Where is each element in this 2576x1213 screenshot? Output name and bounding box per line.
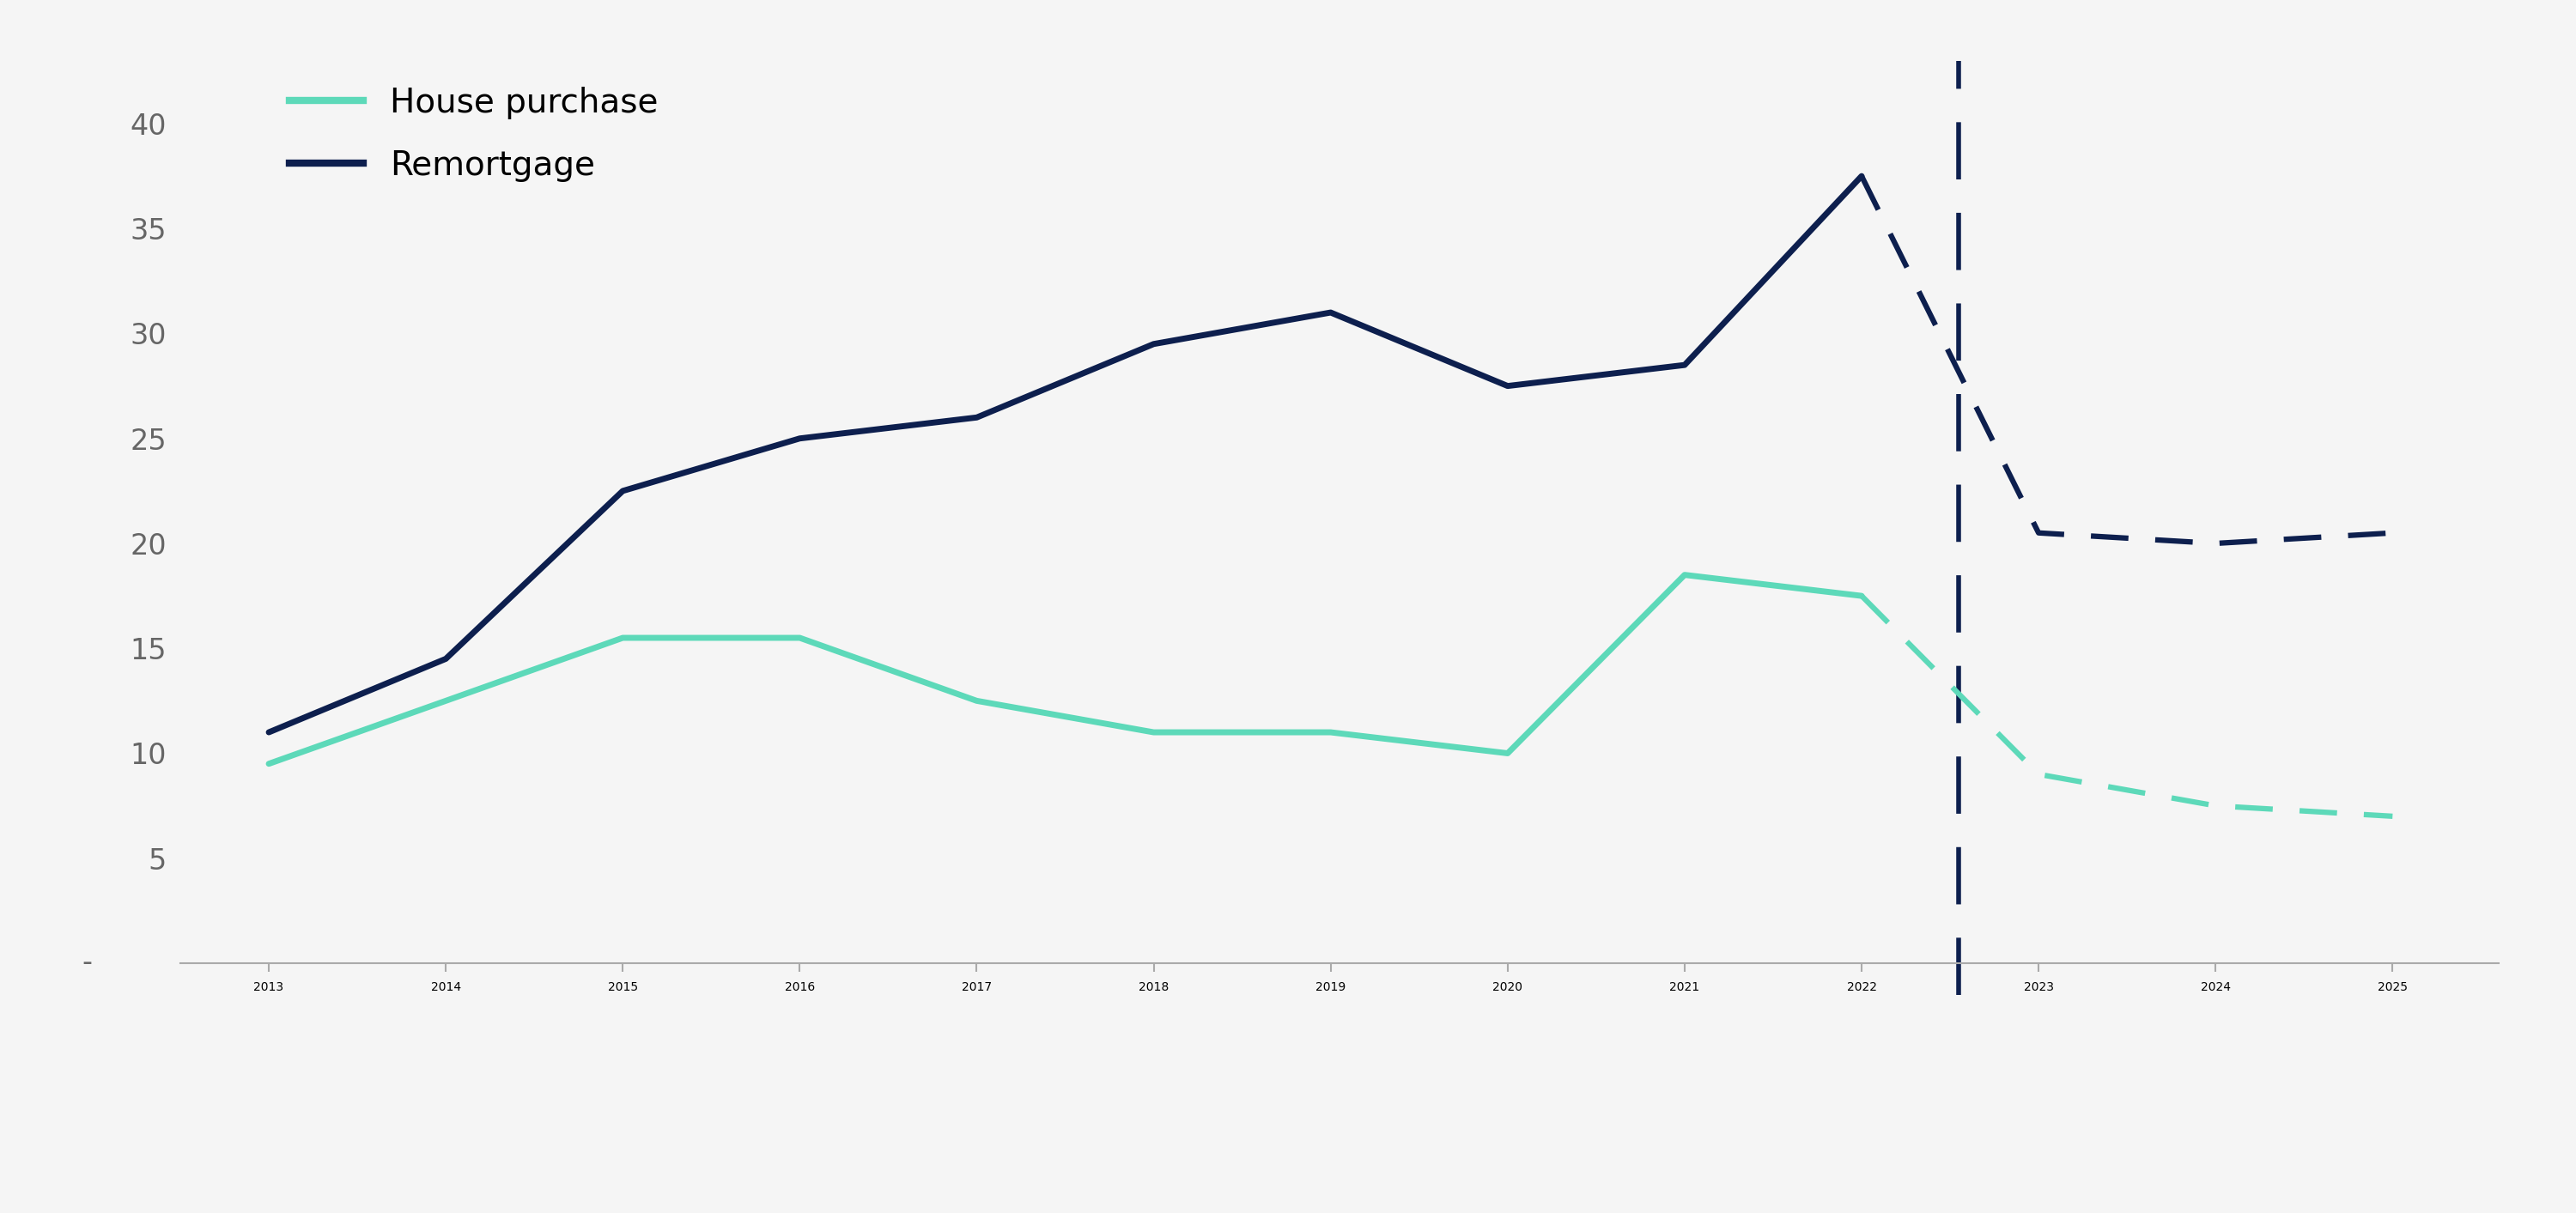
Legend: House purchase, Remortgage: House purchase, Remortgage	[289, 86, 659, 182]
Text: -: -	[82, 949, 93, 978]
